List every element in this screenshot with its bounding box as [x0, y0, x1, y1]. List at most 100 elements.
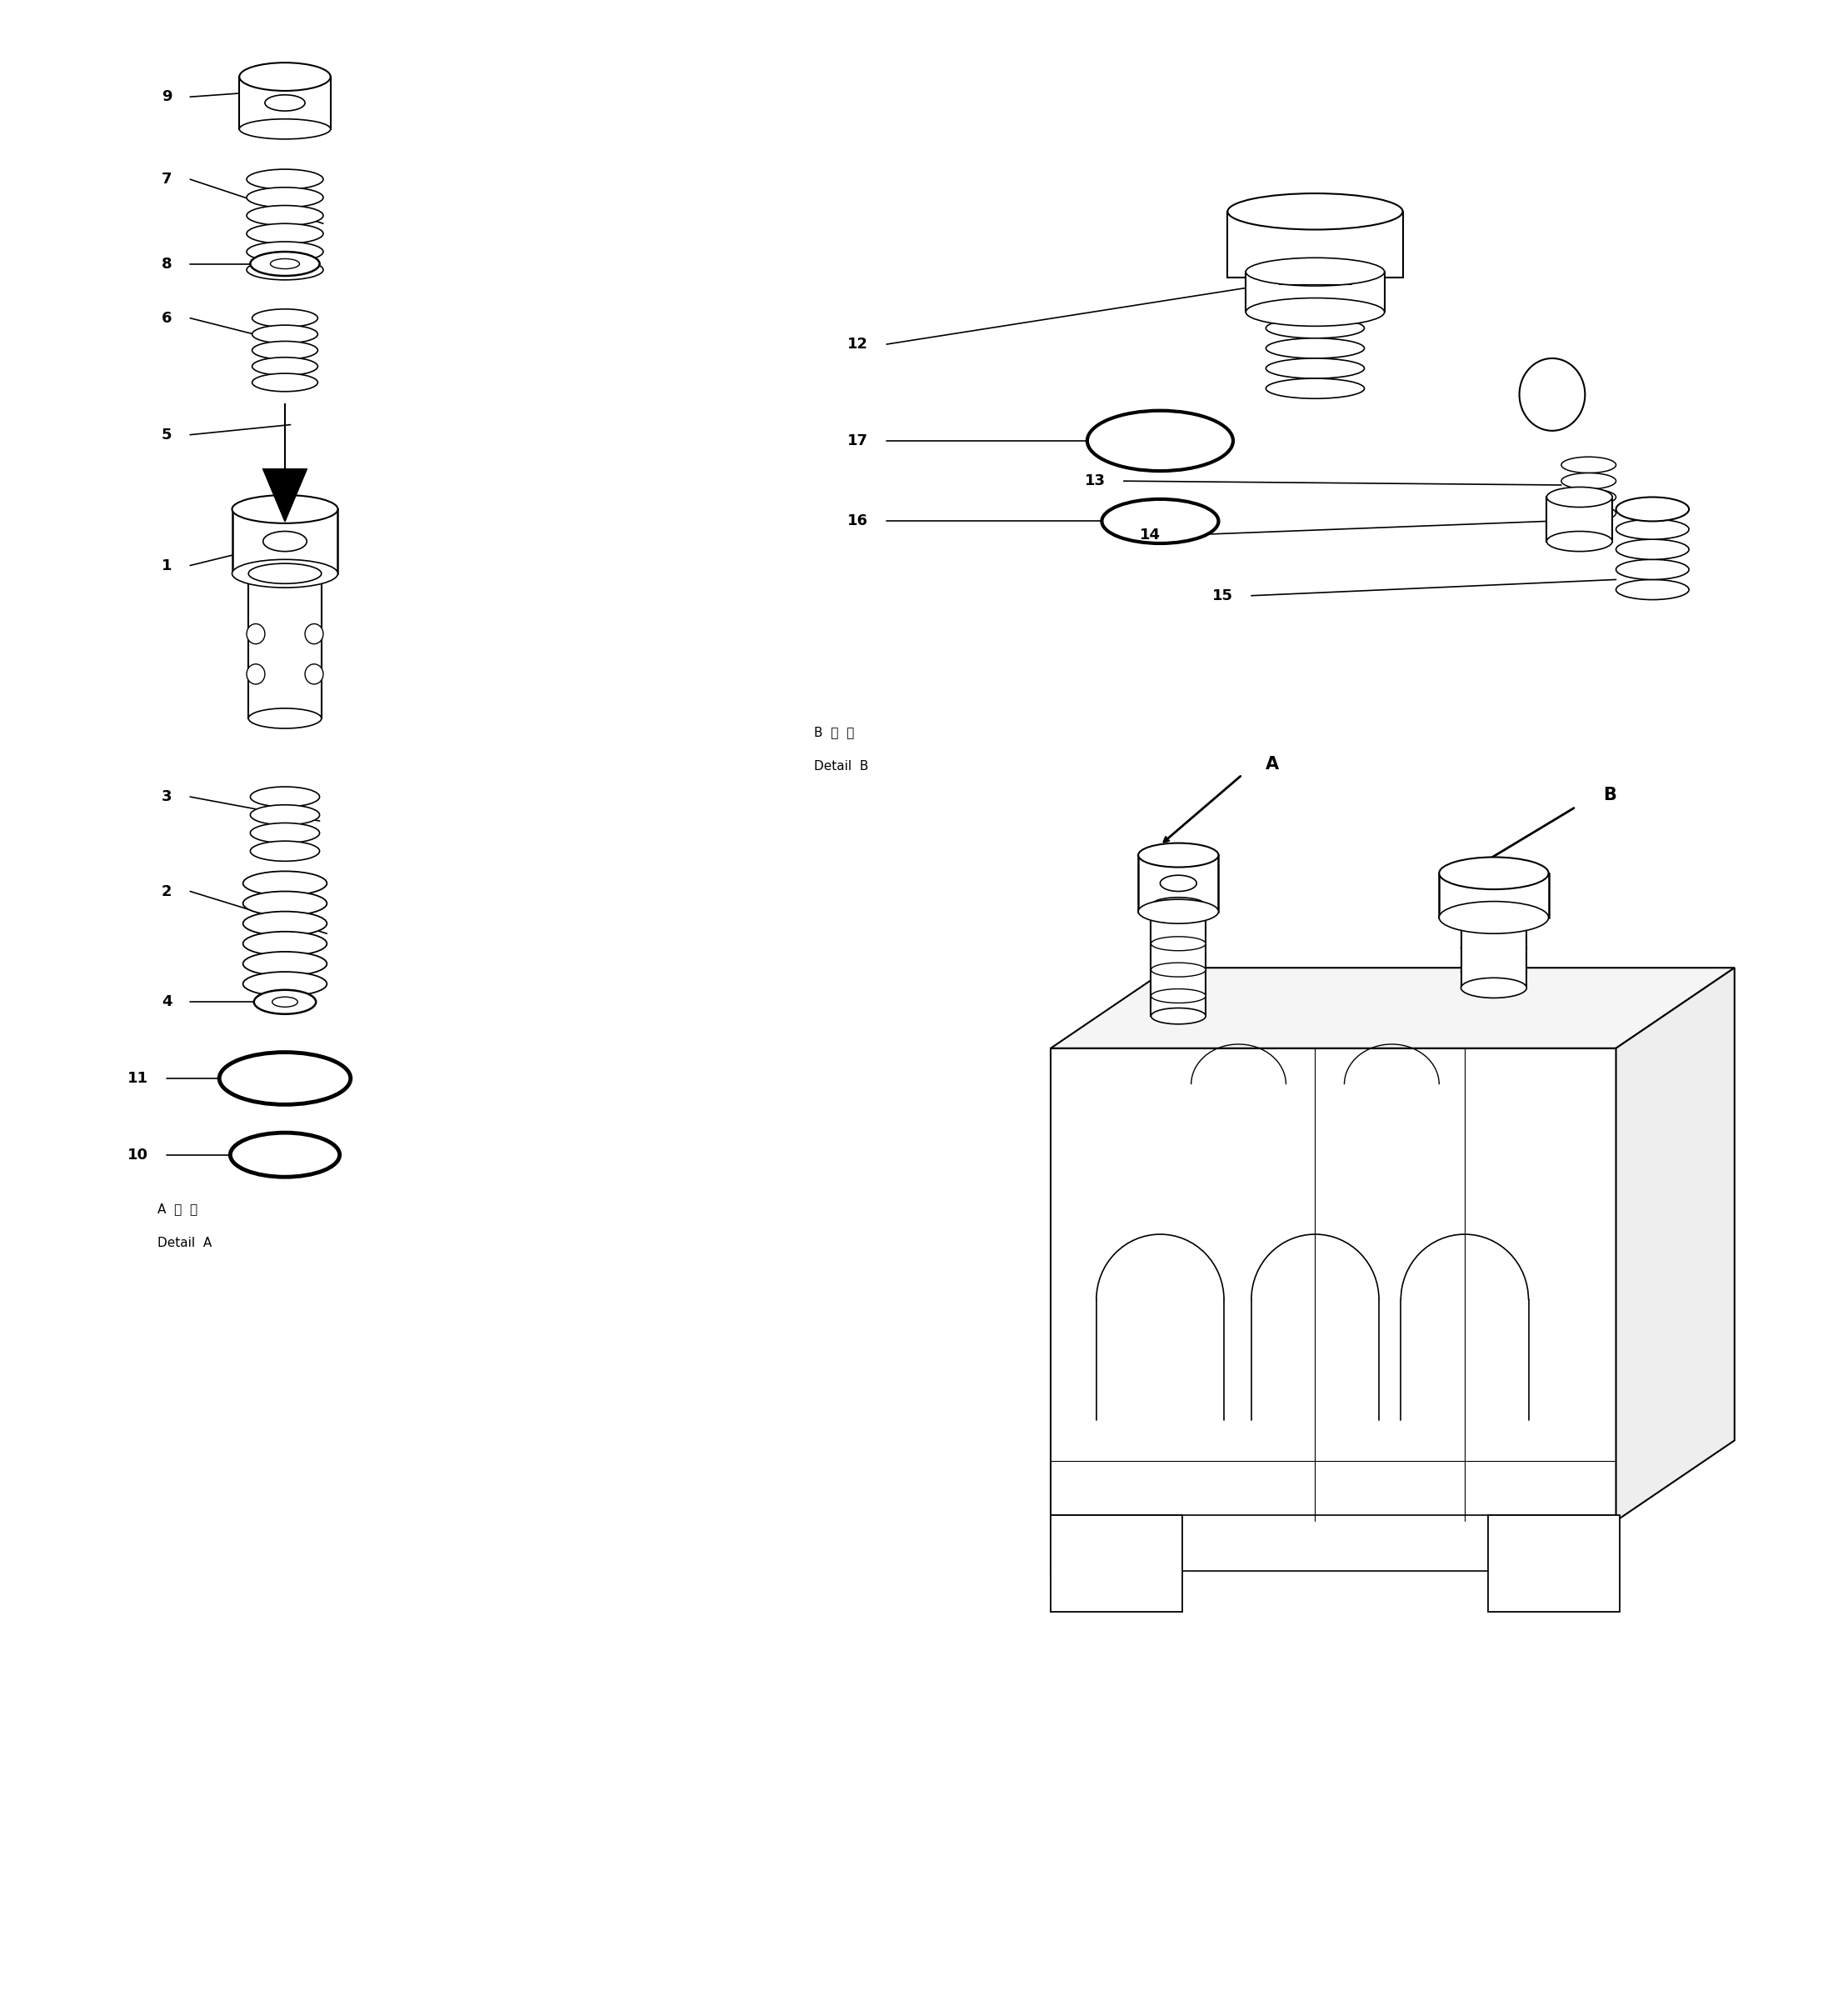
Text: Detail  A: Detail A — [157, 1238, 212, 1250]
Ellipse shape — [250, 804, 320, 825]
Ellipse shape — [254, 990, 316, 1014]
Bar — [1051, 1048, 1616, 1520]
Ellipse shape — [1461, 939, 1526, 958]
Circle shape — [305, 663, 324, 683]
Ellipse shape — [1546, 532, 1612, 552]
Circle shape — [1519, 359, 1585, 431]
Text: 10: 10 — [128, 1147, 148, 1163]
Ellipse shape — [243, 972, 327, 996]
Ellipse shape — [243, 931, 327, 956]
Ellipse shape — [232, 496, 338, 524]
Ellipse shape — [1267, 359, 1364, 379]
Ellipse shape — [1152, 897, 1206, 913]
Ellipse shape — [1461, 964, 1526, 982]
Text: 2: 2 — [161, 883, 172, 899]
Ellipse shape — [1139, 843, 1219, 867]
Text: 5: 5 — [161, 427, 172, 442]
Text: 16: 16 — [848, 514, 868, 528]
Text: 7: 7 — [161, 171, 172, 187]
Ellipse shape — [1152, 990, 1206, 1004]
Ellipse shape — [252, 341, 318, 359]
Ellipse shape — [263, 532, 307, 552]
Bar — [1051, 1514, 1183, 1611]
Ellipse shape — [1616, 560, 1689, 579]
Polygon shape — [1051, 968, 1735, 1048]
Text: 1: 1 — [161, 558, 172, 573]
Ellipse shape — [1247, 298, 1384, 327]
Ellipse shape — [252, 373, 318, 391]
Ellipse shape — [252, 357, 318, 375]
Ellipse shape — [249, 564, 322, 583]
Text: B  詳  細: B 詳 細 — [813, 726, 854, 738]
Ellipse shape — [1267, 339, 1364, 359]
Ellipse shape — [1616, 540, 1689, 560]
Ellipse shape — [1439, 857, 1548, 889]
Bar — [1488, 1514, 1620, 1611]
Ellipse shape — [247, 187, 324, 208]
Text: 14: 14 — [1139, 528, 1161, 542]
Bar — [239, 77, 331, 129]
Ellipse shape — [265, 95, 305, 111]
Text: 13: 13 — [1084, 474, 1106, 488]
Bar — [1051, 1514, 1616, 1570]
Bar — [1228, 212, 1402, 278]
Ellipse shape — [1461, 978, 1526, 998]
Bar — [249, 573, 322, 718]
Ellipse shape — [1152, 964, 1206, 978]
Text: A  詳  細: A 詳 細 — [157, 1204, 197, 1216]
Polygon shape — [263, 470, 307, 522]
Ellipse shape — [1561, 490, 1616, 506]
Ellipse shape — [1267, 379, 1364, 399]
Ellipse shape — [1267, 319, 1364, 339]
Text: 15: 15 — [1212, 589, 1234, 603]
Ellipse shape — [1546, 488, 1612, 508]
Ellipse shape — [1088, 411, 1234, 472]
Ellipse shape — [230, 1133, 340, 1177]
Ellipse shape — [247, 206, 324, 226]
Bar — [1247, 272, 1384, 312]
Text: 11: 11 — [128, 1070, 148, 1087]
Ellipse shape — [250, 786, 320, 806]
Text: 3: 3 — [161, 790, 172, 804]
Ellipse shape — [1616, 498, 1689, 522]
Bar — [1461, 907, 1526, 988]
Ellipse shape — [1616, 579, 1689, 599]
Ellipse shape — [249, 708, 322, 728]
Ellipse shape — [252, 308, 318, 327]
Bar — [232, 510, 338, 573]
Text: 12: 12 — [848, 337, 868, 351]
Text: 17: 17 — [848, 433, 868, 448]
Ellipse shape — [1461, 915, 1526, 933]
Ellipse shape — [239, 62, 331, 91]
Ellipse shape — [1161, 875, 1197, 891]
Ellipse shape — [250, 841, 320, 861]
Ellipse shape — [243, 911, 327, 935]
Ellipse shape — [271, 258, 300, 268]
Ellipse shape — [1102, 500, 1219, 544]
Ellipse shape — [1152, 937, 1206, 952]
Ellipse shape — [243, 952, 327, 976]
Ellipse shape — [1439, 901, 1548, 933]
Text: A: A — [1267, 756, 1280, 772]
Ellipse shape — [252, 325, 318, 343]
Ellipse shape — [1139, 899, 1219, 923]
Ellipse shape — [1561, 458, 1616, 474]
Text: 8: 8 — [161, 256, 172, 272]
Ellipse shape — [232, 560, 338, 587]
Text: B: B — [1603, 786, 1616, 802]
Bar — [1546, 498, 1612, 542]
Text: 4: 4 — [161, 994, 172, 1010]
Bar — [1152, 905, 1206, 1016]
Ellipse shape — [1616, 520, 1689, 540]
Text: 9: 9 — [161, 89, 172, 105]
Ellipse shape — [250, 823, 320, 843]
Ellipse shape — [1228, 194, 1402, 230]
Circle shape — [247, 663, 265, 683]
Ellipse shape — [1561, 506, 1616, 522]
Circle shape — [305, 623, 324, 643]
Ellipse shape — [272, 998, 298, 1008]
Ellipse shape — [239, 119, 331, 139]
Ellipse shape — [1561, 474, 1616, 490]
Ellipse shape — [247, 260, 324, 280]
Ellipse shape — [247, 224, 324, 244]
